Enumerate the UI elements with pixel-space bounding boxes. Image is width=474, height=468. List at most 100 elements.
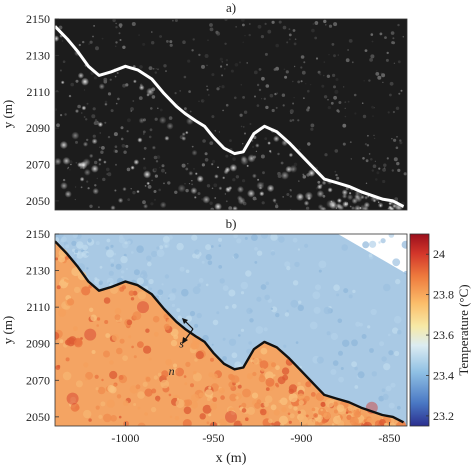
texture-speck [255,150,258,153]
texture-speck [206,64,208,67]
cold-texture-dot [210,245,214,248]
texture-speck [125,83,129,87]
warm-texture-dot [95,387,99,391]
texture-speck [354,112,357,115]
texture-speck [334,170,337,173]
whitecap [97,205,101,209]
cold-texture-dot [133,269,140,276]
texture-speck [351,61,354,64]
cold-texture-dot [388,234,395,238]
texture-speck [261,98,263,100]
warm-texture-dot [265,387,270,391]
cold-texture-dot [177,315,182,320]
warm-texture-dot [199,413,206,420]
cold-texture-dot [218,244,222,247]
cold-texture-dot [222,285,229,291]
texture-speck [386,157,389,160]
colorbar-gradient [409,233,430,427]
whitecap [166,122,174,130]
cold-texture-dot [126,240,131,245]
cold-texture-dot [292,280,299,286]
texture-speck [334,89,339,94]
texture-speck [115,26,118,29]
warm-texture-dot [105,333,111,338]
cold-texture-dot [125,267,128,271]
warm-texture-dot [191,394,199,402]
texture-speck [310,127,314,131]
texture-speck [148,66,153,70]
texture-speck [374,160,376,162]
texture-speck [306,108,310,112]
texture-speck [165,70,167,73]
texture-speck [327,99,329,101]
texture-speck [117,97,120,101]
cold-texture-dot [106,249,114,258]
texture-speck [161,168,165,173]
texture-speck [289,195,292,198]
cold-texture-dot [369,348,374,353]
texture-speck [345,58,350,63]
warm-texture-dot [210,357,214,362]
texture-speck [252,145,255,148]
texture-speck [275,106,278,109]
texture-speck [112,19,116,23]
texture-speck [120,126,124,130]
whitecap [229,163,238,172]
whitecap [327,187,333,193]
cold-texture-dot [156,246,160,250]
texture-speck [101,37,104,40]
texture-speck [169,40,173,44]
warm-texture-dot [83,409,92,419]
texture-speck [100,150,104,154]
whitecap [80,77,90,86]
warm-texture-dot [264,371,274,381]
cold-texture-dot [315,284,321,291]
texture-speck [239,61,241,64]
texture-speck [83,116,86,118]
texture-speck [159,35,162,38]
warm-texture-dot [370,425,373,426]
cold-texture-dot [124,241,128,245]
texture-speck [255,198,257,200]
arrow-s [184,320,194,330]
warm-texture-dot [229,393,238,402]
texture-speck [281,93,286,97]
texture-speck [271,108,275,113]
texture-speck [143,146,147,150]
texture-speck [62,60,66,63]
cold-texture-dot [161,283,164,286]
warm-texture-dot [163,313,169,320]
cold-texture-dot [207,260,213,266]
whitecap [259,191,265,197]
texture-speck [153,155,158,160]
warm-texture-dot [363,421,373,426]
texture-speck [371,105,374,109]
warm-texture-dot [230,410,236,416]
texture-speck [123,150,127,154]
cold-texture-dot [261,234,268,239]
texture-speck [394,197,399,202]
texture-speck [321,84,325,88]
warm-texture-dot [152,315,160,323]
texture-speck [132,100,135,102]
cold-texture-dot [351,339,358,347]
whitecap [185,130,189,135]
panel-a-image [55,19,407,210]
whitecap [59,140,68,150]
texture-speck [244,34,246,37]
cold-texture-dot [404,270,407,275]
whitecap [79,176,85,182]
texture-speck [172,19,174,22]
texture-speck [208,94,210,96]
cold-texture-dot [236,238,242,244]
warm-texture-dot [133,403,137,406]
warm-texture-dot [56,285,61,290]
texture-speck [323,19,327,24]
colorbar: 23.2 23.4 23.6 23.8 24 Temperature (°C) [409,233,471,427]
texture-speck [115,22,117,25]
whitecap [252,173,257,179]
warm-texture-dot [393,427,396,430]
cold-texture-dot [65,244,70,249]
texture-speck [262,171,265,175]
texture-speck [201,64,205,69]
